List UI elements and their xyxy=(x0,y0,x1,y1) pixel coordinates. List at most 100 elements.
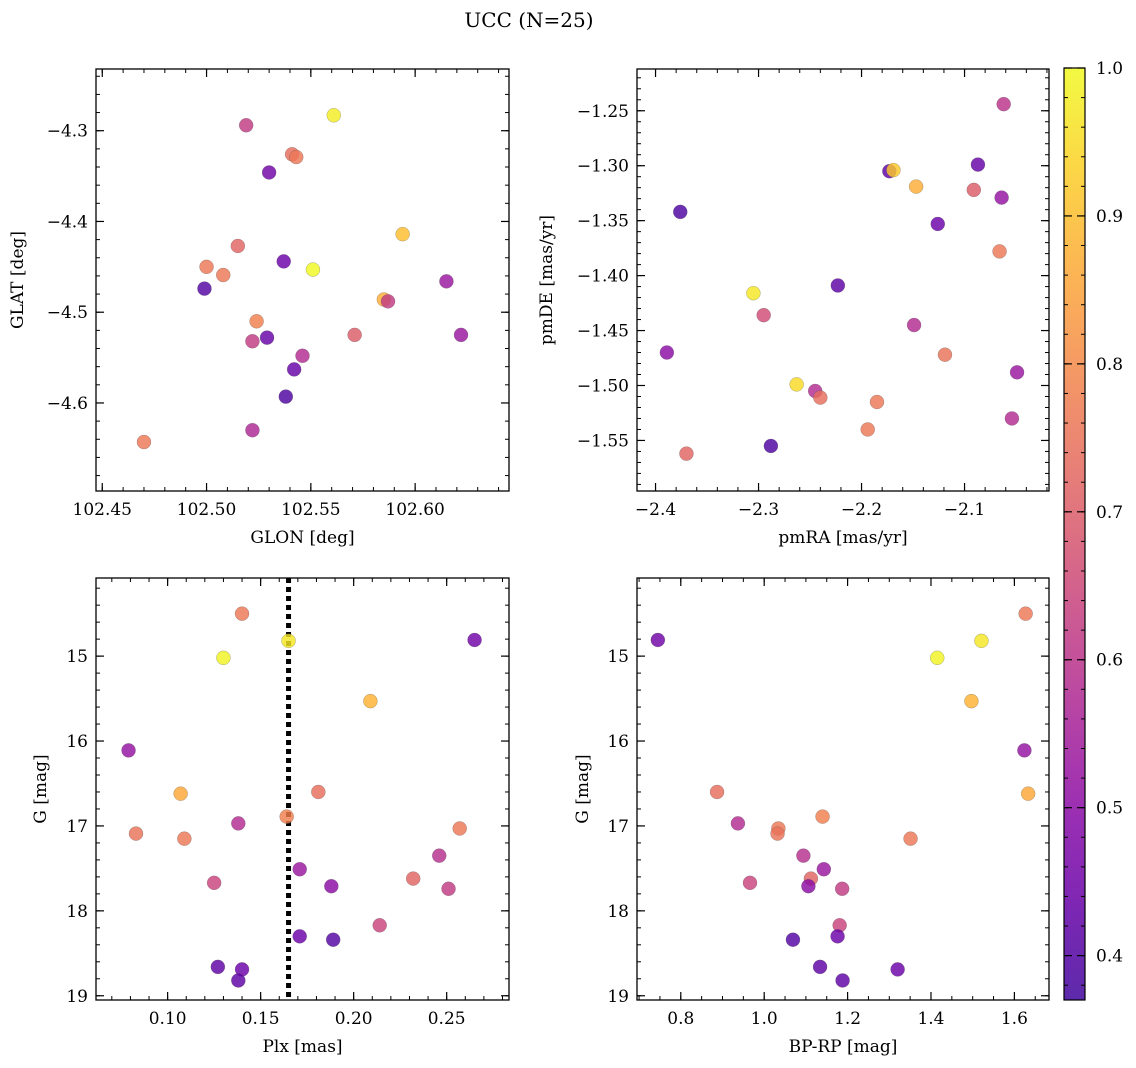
scatter-point xyxy=(785,932,801,947)
y-tick-label: −1.25 xyxy=(577,102,629,122)
scatter-point xyxy=(970,157,986,172)
y-tick-label: 17 xyxy=(66,817,88,837)
x-tick-label: 0.20 xyxy=(335,1009,373,1029)
x-tick-label: 102.60 xyxy=(385,500,444,520)
x-tick-label: 1.4 xyxy=(917,1009,944,1029)
scatter-point xyxy=(908,179,924,194)
scatter-point xyxy=(439,274,454,289)
y-tick-label: 18 xyxy=(607,902,629,922)
scatter-point xyxy=(261,165,277,180)
scatter-point xyxy=(746,285,761,301)
scatter-point xyxy=(249,314,264,329)
scatter-point xyxy=(756,307,771,323)
scatter-point xyxy=(812,959,828,975)
scatter-point xyxy=(295,348,310,363)
scatter-point xyxy=(906,317,922,333)
scatter-point xyxy=(930,650,945,666)
scatter-point xyxy=(278,389,294,404)
scatter-point xyxy=(216,267,231,283)
scatter-point xyxy=(796,848,811,863)
scatter-point xyxy=(730,816,746,831)
scatter-point xyxy=(279,809,294,824)
x-tick-label: 0.10 xyxy=(149,1009,187,1029)
scatter-point xyxy=(347,327,362,343)
scatter-point xyxy=(974,633,989,649)
colorbar-tick-label: 0.8 xyxy=(1096,355,1123,375)
colorbar-tick-label: 1.0 xyxy=(1096,59,1123,79)
scatter-point xyxy=(289,149,304,165)
scatter-point xyxy=(650,632,666,648)
scatter-point xyxy=(128,826,144,841)
scatter-point xyxy=(966,182,982,198)
scatter-point xyxy=(231,973,246,988)
y-tick-label: 15 xyxy=(607,647,629,667)
y-tick-label: 16 xyxy=(66,732,88,752)
scatter-point xyxy=(1020,786,1036,801)
scatter-point xyxy=(230,238,246,254)
scatter-point xyxy=(467,632,482,648)
y-tick-label: 15 xyxy=(66,647,88,667)
x-tick-label: −2.1 xyxy=(944,500,985,520)
y-tick-label: 19 xyxy=(66,987,88,1007)
x-tick-label: 0.15 xyxy=(242,1009,280,1029)
scatter-point xyxy=(886,162,901,178)
scatter-point xyxy=(210,959,226,975)
scatter-point xyxy=(286,362,302,377)
scatter-point xyxy=(324,879,339,894)
colorbar-tick-label: 0.9 xyxy=(1096,207,1123,227)
plot-frame xyxy=(95,68,510,492)
x-tick-label: 102.55 xyxy=(281,500,340,520)
scatter-point xyxy=(830,929,845,944)
x-axis-label: BP-RP [mag] xyxy=(789,1037,898,1057)
scatter-point xyxy=(1004,411,1020,426)
scatter-point xyxy=(405,871,421,886)
plot-frame xyxy=(636,68,1050,492)
scatter-point xyxy=(903,831,918,846)
scatter-point xyxy=(1017,743,1032,758)
x-tick-label: 1.2 xyxy=(834,1009,861,1029)
y-tick-label: −1.50 xyxy=(577,377,629,397)
scatter-point xyxy=(709,784,725,800)
scatter-point xyxy=(816,862,832,877)
scatter-point xyxy=(311,784,326,800)
x-tick-label: 1.0 xyxy=(751,1009,778,1029)
scatter-point xyxy=(136,434,152,450)
x-tick-label: 0.8 xyxy=(667,1009,694,1029)
scatter-point xyxy=(305,262,321,277)
scatter-point xyxy=(770,826,785,841)
y-axis-label: pmDE [mas/yr] xyxy=(537,215,557,345)
y-axis-label: GLAT [deg] xyxy=(8,231,28,329)
scatter-point xyxy=(245,422,260,438)
scatter-point xyxy=(453,327,469,343)
y-tick-label: −1.40 xyxy=(577,267,629,287)
scatter-point xyxy=(281,633,296,649)
scatter-point xyxy=(216,650,231,666)
y-tick-label: −1.55 xyxy=(577,431,629,451)
y-tick-label: 17 xyxy=(607,817,629,837)
scatter-point xyxy=(679,446,694,461)
x-tick-label: −2.2 xyxy=(841,500,882,520)
scatter-point xyxy=(326,108,341,123)
scatter-point xyxy=(177,831,192,846)
scatter-point xyxy=(994,190,1009,205)
scatter-point xyxy=(173,786,188,801)
x-axis-label: pmRA [mas/yr] xyxy=(778,528,907,548)
scatter-point xyxy=(395,226,410,242)
scatter-point xyxy=(801,879,816,894)
scatter-point xyxy=(964,693,979,709)
scatter-point xyxy=(363,693,378,709)
colorbar-tick-label: 0.4 xyxy=(1096,947,1123,967)
scatter-point xyxy=(1009,365,1025,380)
scatter-point xyxy=(259,330,275,345)
colorbar-frame xyxy=(1063,67,1086,1001)
y-tick-label: 19 xyxy=(607,987,629,1007)
scatter-point xyxy=(372,918,387,933)
scatter-point xyxy=(276,254,291,269)
y-tick-label: −1.45 xyxy=(577,322,629,342)
colorbar-tick-label: 0.5 xyxy=(1096,799,1123,819)
scatter-point xyxy=(673,204,688,220)
y-tick-label: −4.3 xyxy=(47,122,88,142)
scatter-point xyxy=(245,334,260,349)
y-tick-label: 18 xyxy=(66,902,88,922)
